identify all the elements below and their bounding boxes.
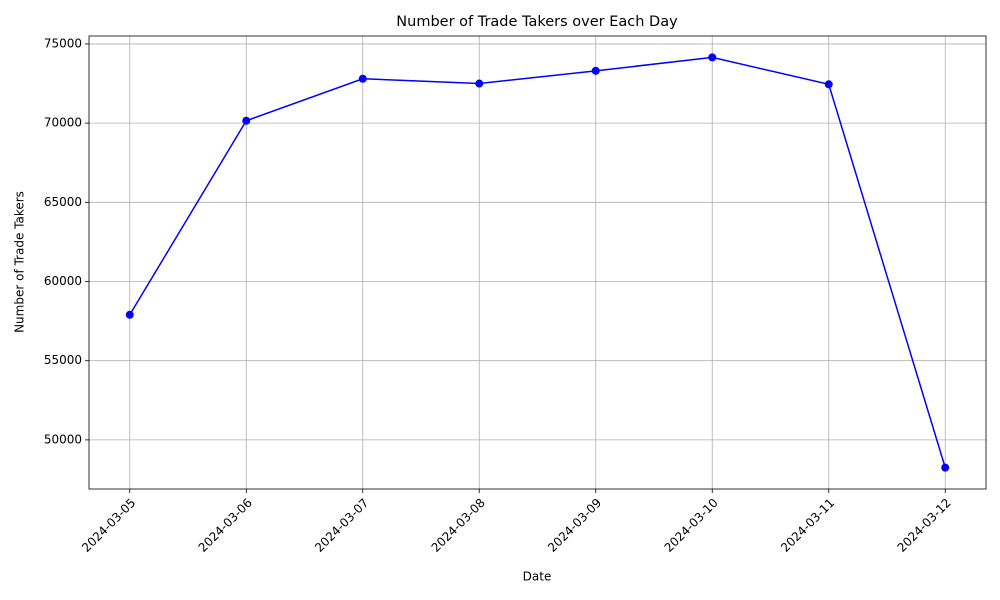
x-tick-label: 2024-03-09 — [545, 496, 604, 555]
y-axis-label: Number of Trade Takers — [13, 191, 27, 333]
y-tick-label: 65000 — [44, 195, 82, 209]
x-tick-label: 2024-03-07 — [312, 496, 371, 555]
line — [129, 56, 946, 468]
y-tick-label: 70000 — [44, 116, 82, 130]
chart-title: Number of Trade Takers over Each Day — [396, 14, 678, 30]
y-tick-label: 50000 — [44, 432, 82, 446]
x-tick-label: 2024-03-05 — [79, 496, 138, 555]
point — [242, 116, 251, 125]
point — [941, 463, 950, 472]
point — [824, 80, 833, 89]
x-tick-label: 2024-03-06 — [196, 496, 255, 555]
point — [591, 66, 600, 75]
point — [125, 310, 134, 319]
point — [358, 74, 367, 83]
point — [475, 79, 484, 88]
x-tick-label: 2024-03-11 — [778, 496, 837, 555]
plot-frame — [88, 35, 987, 490]
y-tick-label: 60000 — [44, 274, 82, 288]
x-tick-label: 2024-03-08 — [429, 496, 488, 555]
y-tick-label: 55000 — [44, 353, 82, 367]
y-tick-label: 75000 — [44, 36, 82, 50]
x-tick-label: 2024-03-12 — [895, 496, 954, 555]
point — [708, 53, 717, 62]
x-axis-label: Date — [523, 570, 552, 584]
x-tick-label: 2024-03-10 — [662, 496, 721, 555]
